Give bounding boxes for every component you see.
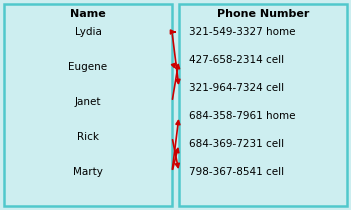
Text: Phone Number: Phone Number: [217, 9, 309, 19]
Text: 321-549-3327 home: 321-549-3327 home: [189, 27, 296, 37]
Bar: [4, 4, 172, 206]
Text: Janet: Janet: [75, 97, 101, 107]
Text: 427-658-2314 cell: 427-658-2314 cell: [189, 55, 284, 65]
Text: 321-964-7324 cell: 321-964-7324 cell: [189, 83, 284, 93]
Text: 684-369-7231 cell: 684-369-7231 cell: [189, 139, 284, 149]
Text: Marty: Marty: [73, 167, 103, 177]
Text: 684-358-7961 home: 684-358-7961 home: [189, 111, 296, 121]
Text: Lydia: Lydia: [74, 27, 101, 37]
Text: 798-367-8541 cell: 798-367-8541 cell: [189, 167, 284, 177]
Text: Rick: Rick: [77, 132, 99, 142]
Text: Name: Name: [70, 9, 106, 19]
Bar: [179, 4, 347, 206]
Text: Eugene: Eugene: [68, 62, 107, 72]
